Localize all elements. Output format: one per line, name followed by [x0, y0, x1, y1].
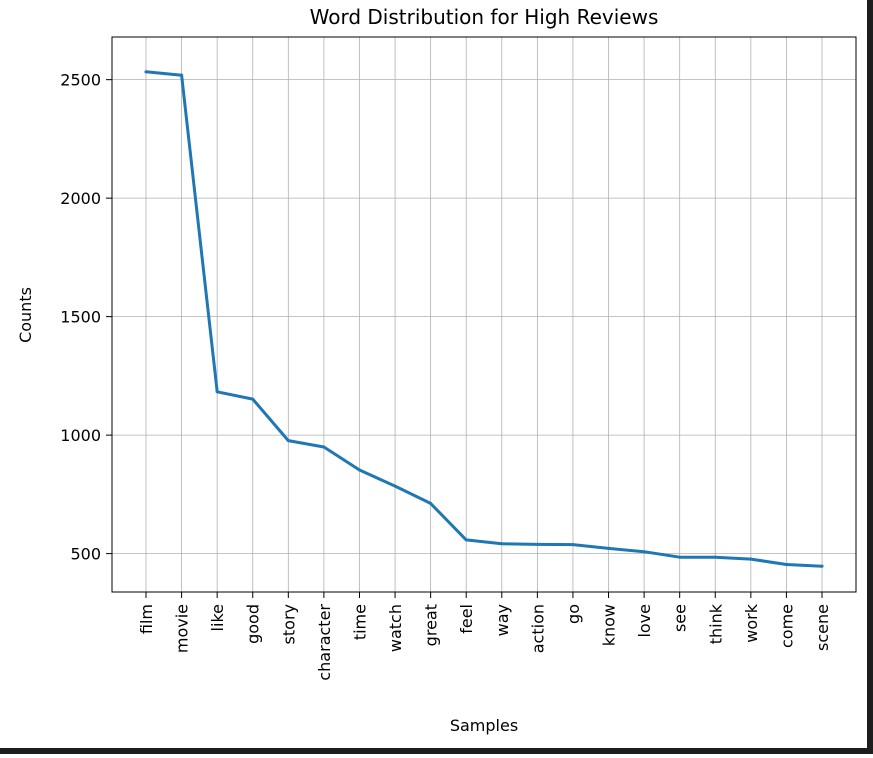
x-tick-label: great	[422, 604, 441, 646]
plot-area-frame	[111, 36, 857, 593]
chart-title: Word Distribution for High Reviews	[310, 5, 659, 29]
y-tick-label: 500	[70, 545, 101, 564]
x-tick-label: good	[244, 604, 263, 644]
data-point-watch	[393, 484, 397, 488]
data-point-good	[251, 397, 255, 401]
data-point-work	[749, 557, 753, 561]
y-tick-label: 2000	[60, 189, 101, 208]
data-point-know	[607, 546, 611, 550]
data-point-scene	[820, 564, 824, 568]
x-tick-label: go	[564, 604, 583, 624]
data-point-movie	[180, 73, 184, 77]
data-point-great	[429, 501, 433, 505]
x-tick-label: know	[600, 604, 619, 646]
x-tick-label: think	[706, 603, 725, 644]
x-tick-label: work	[742, 603, 761, 642]
x-tick-label: scene	[813, 604, 832, 651]
x-axis: film movie like good story character time watch…	[137, 592, 832, 681]
x-tick-label: time	[350, 604, 369, 640]
data-point-come	[784, 563, 788, 567]
data-point-like	[215, 390, 219, 394]
x-tick-label: story	[279, 604, 298, 644]
data-point-action	[535, 542, 539, 546]
data-point-time	[357, 468, 361, 472]
x-tick-label: way	[493, 604, 512, 636]
y-tick-label: 1500	[60, 308, 101, 327]
data-point-see	[678, 555, 682, 559]
x-tick-label: character	[315, 604, 334, 681]
y-axis: 500 1000 1500 2000 2500	[60, 71, 112, 564]
data-point-story	[286, 439, 290, 443]
grid	[112, 37, 856, 592]
x-tick-label: love	[635, 604, 654, 638]
x-tick-label: action	[528, 604, 547, 653]
x-tick-label: watch	[386, 604, 405, 652]
data-point-way	[500, 542, 504, 546]
x-tick-label: like	[208, 604, 227, 631]
data-point-feel	[464, 538, 468, 542]
y-tick-label: 2500	[60, 71, 101, 90]
window-right-border	[867, 0, 873, 754]
x-tick-label: come	[777, 604, 796, 648]
y-axis-label: Counts	[16, 287, 35, 343]
data-point-film	[144, 70, 148, 74]
data-point-love	[642, 550, 646, 554]
data-point-character	[322, 445, 326, 449]
data-point-think	[713, 555, 717, 559]
y-tick-label: 1000	[60, 426, 101, 445]
x-tick-label: film	[137, 604, 156, 634]
window-bottom-border	[0, 748, 873, 754]
series-layer	[144, 70, 824, 568]
series-line	[144, 70, 824, 568]
x-axis-label: Samples	[450, 716, 518, 735]
data-point-go	[571, 543, 575, 547]
x-tick-label: see	[671, 604, 690, 632]
x-tick-label: feel	[457, 604, 476, 634]
x-tick-label: movie	[173, 604, 192, 653]
